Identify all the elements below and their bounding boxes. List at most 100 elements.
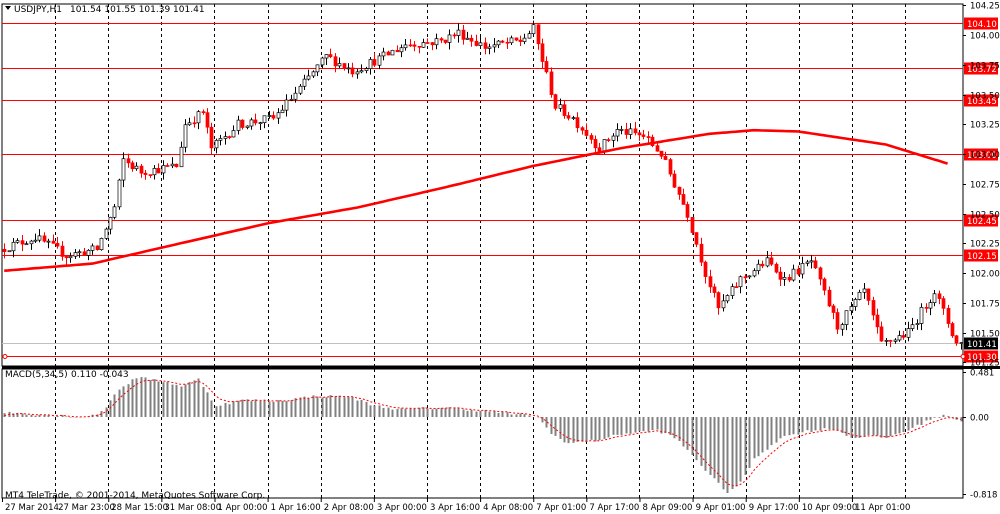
pane-separator[interactable] [2,366,1000,369]
level-price-label: 103.00 [967,151,997,161]
time-tick-label: 11 Apr 01:00 [855,503,910,513]
candle-body [161,165,166,174]
candle-body [531,24,536,35]
candle-body [311,71,316,77]
candle-body [267,115,272,117]
candle-body [315,64,320,73]
candle-body [659,150,664,157]
candle-body [231,130,236,138]
level-price-tag [964,148,998,161]
candle-body [90,245,95,251]
candle-body [46,240,51,243]
candle-body [236,119,241,131]
candle-body [474,40,479,46]
candle-body [350,67,355,75]
candle-body [721,300,726,309]
candle-body [205,112,210,128]
candle-body [386,51,391,56]
candle-body [320,57,325,66]
candle-body [888,340,893,342]
time-tick-label: 3 Apr 00:00 [377,503,427,513]
candle-body [284,99,289,111]
candle-body [223,136,228,139]
candle-body [831,305,836,313]
candle-body [527,33,532,39]
candle-body [941,298,946,309]
candle-body [619,129,624,131]
candle-body [862,288,867,293]
candle-body [919,307,924,324]
horizontal-levels[interactable]: 104.10 103.72 103.45 103.00 102.45 102.15 101.… [2,17,998,364]
candle-body [800,263,805,275]
candle-body [452,34,457,37]
candle-body [611,135,616,141]
candle-body [708,276,713,288]
candle-body [465,37,470,40]
candle-body [15,240,20,243]
candle-body [509,37,514,44]
candle-body [249,119,254,127]
candle-body [29,240,34,245]
level-handle-icon[interactable] [960,354,966,359]
candle-body [558,104,563,109]
candle-body [108,216,113,230]
candle-body [328,54,333,58]
grid [1,3,1000,499]
candle-body [24,243,29,246]
candle-body [148,174,153,176]
price-tick-label: 104.25 [970,2,1000,12]
candle-body [633,128,638,134]
candle-body [201,111,206,114]
candle-body [218,138,223,141]
candle-body [593,139,598,149]
candle-body [738,276,743,288]
price-tick-label: 102.75 [970,181,1000,191]
candle-body [615,129,620,137]
candle-body [421,42,426,48]
price-tick-label: 103.00 [970,151,1000,161]
candle-body [377,55,382,66]
candle-body [703,261,708,277]
candle-body [893,339,898,342]
candle-body [901,335,906,338]
time-tick-label: 7 Apr 17:00 [589,503,639,513]
dropdown-arrow-icon[interactable] [5,6,11,10]
current-price-tag [964,337,998,350]
candle-body [624,129,629,135]
candle-body [580,127,585,131]
candle-body [663,155,668,160]
candle-body [818,267,823,280]
price-tick-label: 101.25 [970,359,1000,369]
candles [2,20,964,350]
candle-body [112,206,117,218]
symbol-info: USDJPY,H1 [14,5,62,15]
candle-body [183,124,188,148]
candle-body [924,307,929,309]
time-tick-label: 1 Apr 16:00 [271,503,321,513]
candle-body [337,63,342,67]
candle-body [483,42,488,49]
candle-body [368,59,373,69]
candle-body [584,129,589,136]
candle-body [840,324,845,330]
time-tick-label: 4 Apr 08:00 [483,503,533,513]
candle-body [165,165,170,167]
time-tick-label: 2 Apr 08:00 [324,503,374,513]
macd-tick-label: 0.481 [970,369,994,379]
candle-body [606,139,611,141]
candle-body [743,276,748,279]
candle-body [866,288,871,301]
candle-body [641,134,646,137]
candle-body [672,173,677,188]
candle-body [302,78,307,87]
candle-body [60,245,65,257]
price-tick-label: 101.75 [970,300,1000,310]
candle-body [910,324,915,329]
level-handle-icon[interactable] [2,354,8,359]
candle-body [857,291,862,300]
candle-body [712,286,717,293]
candle-body [77,251,82,254]
candle-body [289,98,294,101]
